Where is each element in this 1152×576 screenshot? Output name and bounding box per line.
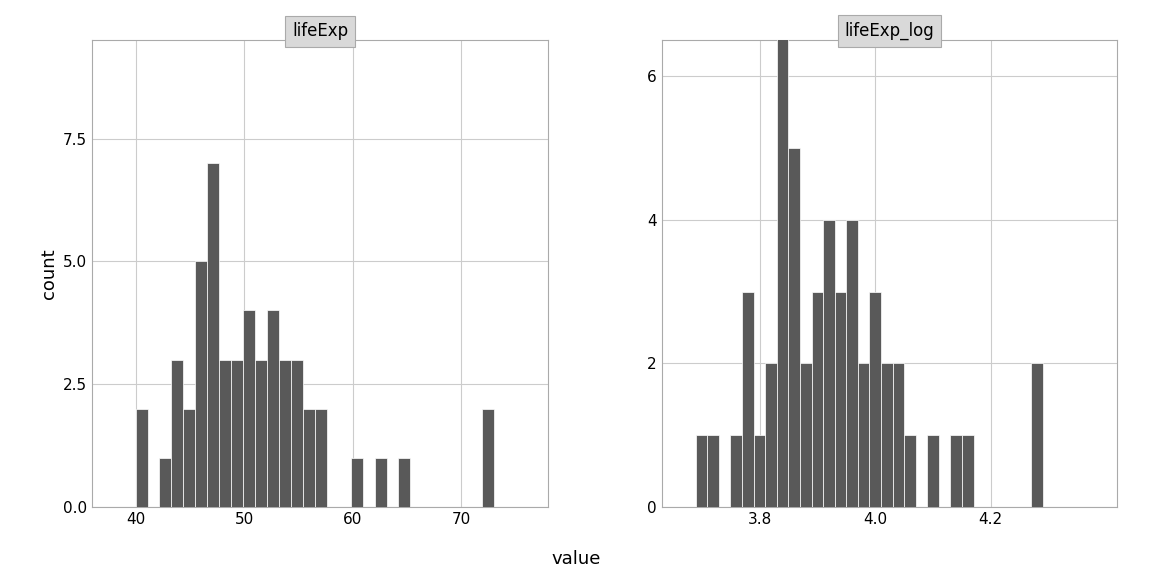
Bar <box>159 458 172 507</box>
Y-axis label: count: count <box>39 248 58 299</box>
Bar <box>196 262 207 507</box>
Bar <box>904 435 916 507</box>
Bar <box>374 458 387 507</box>
Bar <box>858 363 870 507</box>
Bar <box>811 291 823 507</box>
Bar <box>696 435 707 507</box>
Bar <box>183 408 196 507</box>
Bar <box>1031 363 1043 507</box>
Bar <box>267 310 279 507</box>
Bar <box>207 163 219 507</box>
Bar <box>314 408 327 507</box>
Bar <box>742 291 753 507</box>
Bar <box>765 363 776 507</box>
Title: lifeExp: lifeExp <box>291 22 348 40</box>
Bar <box>835 291 847 507</box>
Bar <box>788 148 799 507</box>
Bar <box>927 435 939 507</box>
Bar <box>823 220 835 507</box>
Bar <box>847 220 858 507</box>
Bar <box>279 359 291 507</box>
Bar <box>881 363 893 507</box>
Bar <box>950 435 962 507</box>
Bar <box>776 5 788 507</box>
Bar <box>232 359 243 507</box>
Bar <box>893 363 904 507</box>
Bar <box>255 359 267 507</box>
Bar <box>962 435 973 507</box>
Bar <box>136 408 147 507</box>
Bar <box>219 359 232 507</box>
Bar <box>399 458 410 507</box>
Bar <box>707 435 719 507</box>
Bar <box>753 435 765 507</box>
Bar <box>350 458 363 507</box>
Bar <box>482 408 494 507</box>
Bar <box>291 359 303 507</box>
Bar <box>799 363 811 507</box>
Bar <box>870 291 881 507</box>
Title: lifeExp_log: lifeExp_log <box>844 22 934 40</box>
Bar <box>303 408 314 507</box>
Text: value: value <box>552 551 600 569</box>
Bar <box>730 435 742 507</box>
Bar <box>172 359 183 507</box>
Bar <box>243 310 255 507</box>
